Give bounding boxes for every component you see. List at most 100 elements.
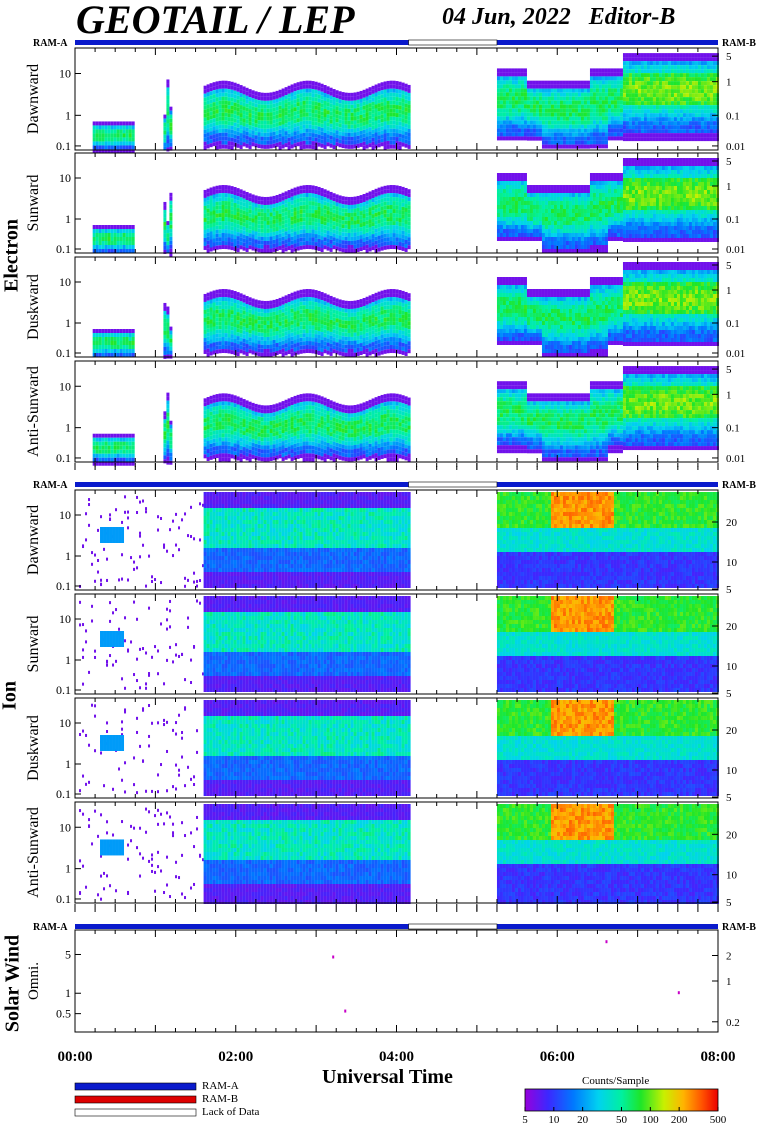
heatmap-cell (554, 125, 557, 129)
heatmap-cell (390, 113, 393, 117)
heatmap-cell (620, 132, 623, 136)
heatmap-cell (276, 107, 279, 111)
heatmap-cell (665, 65, 668, 69)
heatmap-cell (647, 101, 650, 105)
heatmap-cell (632, 109, 635, 113)
heatmap-cell (405, 108, 408, 112)
heatmap-cell (668, 117, 671, 121)
heatmap-cell (315, 110, 318, 114)
heatmap-cell (641, 121, 644, 125)
heatmap-cell (402, 95, 405, 99)
heatmap-cell (518, 128, 521, 132)
heatmap-cell (614, 80, 617, 84)
heatmap-cell (273, 104, 276, 108)
heatmap-cell (255, 127, 258, 131)
heatmap-cell (255, 139, 258, 143)
heatmap-cell (169, 135, 172, 139)
heatmap-cell (261, 145, 264, 149)
heatmap-cell (252, 114, 255, 118)
heatmap-cell (369, 91, 372, 95)
heatmap-cell (357, 96, 360, 100)
heatmap-cell (163, 127, 166, 131)
heatmap-cell (515, 96, 518, 100)
heatmap-cell (348, 137, 351, 141)
ram-a-label: RAM-A (33, 38, 68, 49)
heatmap-cell (656, 121, 659, 125)
heatmap-cell (369, 95, 372, 99)
heatmap-cell (321, 84, 324, 88)
heatmap-cell (614, 96, 617, 100)
heatmap-cell (611, 116, 614, 120)
heatmap-cell (551, 145, 554, 149)
heatmap-cell (515, 136, 518, 140)
heatmap-cell (569, 129, 572, 133)
heatmap-cell (327, 114, 330, 118)
heatmap-cell (231, 142, 234, 146)
heatmap-cell (348, 97, 351, 101)
heatmap-cell (629, 65, 632, 69)
heatmap-cell (231, 86, 234, 90)
heatmap-cell (539, 113, 542, 117)
heatmap-cell (366, 145, 369, 149)
heatmap-cell (572, 97, 575, 101)
heatmap-cell (524, 104, 527, 108)
heatmap-cell (387, 93, 390, 97)
heatmap-cell (602, 116, 605, 120)
heatmap-cell (620, 108, 623, 112)
heatmap-cell (369, 115, 372, 119)
heatmap-cell (545, 109, 548, 113)
heatmap-cell (408, 89, 411, 93)
heatmap-cell (363, 146, 366, 150)
heatmap-cell (614, 68, 617, 72)
heatmap-cell (596, 108, 599, 112)
heatmap-cell (650, 85, 653, 89)
heatmap-cell (587, 121, 590, 125)
heatmap-cell (219, 137, 222, 141)
heatmap-cell (593, 100, 596, 104)
heatmap-cell (132, 129, 135, 133)
heatmap-cell (641, 125, 644, 129)
heatmap-cell (396, 137, 399, 141)
heatmap-cell (228, 129, 231, 133)
heatmap-cell (237, 132, 240, 136)
heatmap-cell (270, 116, 273, 120)
heatmap-cell (635, 73, 638, 77)
heatmap-cell (596, 72, 599, 76)
heatmap-cell (500, 132, 503, 136)
heatmap-cell (210, 115, 213, 119)
heatmap-cell (114, 125, 117, 129)
heatmap-cell (354, 92, 357, 96)
heatmap-cell (267, 117, 270, 121)
heatmap-cell (240, 117, 243, 121)
heatmap-cell (671, 77, 674, 81)
heatmap-cell (402, 107, 405, 111)
heatmap-cell (228, 97, 231, 101)
heatmap-cell (249, 137, 252, 141)
heatmap-cell (497, 76, 500, 80)
heatmap-cell (632, 89, 635, 93)
heatmap-cell (96, 141, 99, 145)
heatmap-cell (339, 103, 342, 107)
heatmap-cell (339, 131, 342, 135)
heatmap-cell (593, 96, 596, 100)
heatmap-cell (665, 81, 668, 85)
heatmap-cell (656, 81, 659, 85)
heatmap-cell (327, 126, 330, 130)
heatmap-cell (641, 137, 644, 141)
heatmap-cell (563, 137, 566, 141)
heatmap-cell (300, 105, 303, 109)
heatmap-cell (539, 97, 542, 101)
heatmap-cell (623, 77, 626, 81)
heatmap-cell (222, 145, 225, 149)
heatmap-cell (641, 117, 644, 121)
heatmap-cell (396, 105, 399, 109)
heatmap-cell (560, 105, 563, 109)
heatmap-cell (246, 120, 249, 124)
heatmap-cell (662, 109, 665, 113)
heatmap-cell (521, 120, 524, 124)
heatmap-cell (662, 61, 665, 65)
heatmap-cell (228, 145, 231, 149)
heatmap-cell (515, 88, 518, 92)
heatmap-cell (297, 126, 300, 130)
heatmap-cell (593, 88, 596, 92)
